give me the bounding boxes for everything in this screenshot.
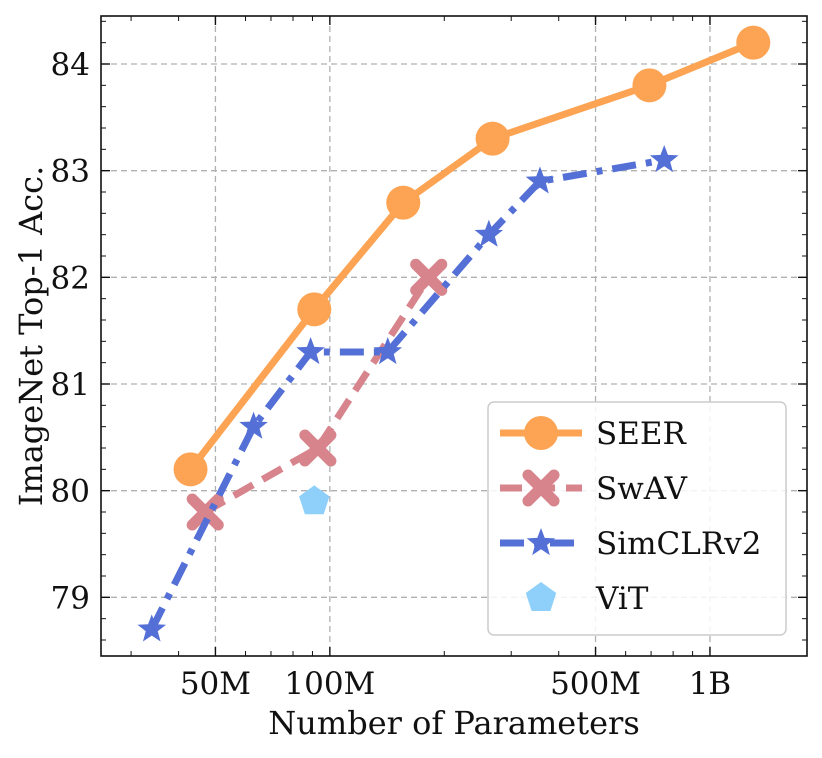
- point-swav-1: [299, 429, 337, 467]
- x-tick-label-50m: 50M: [180, 666, 251, 702]
- legend-entry-vit: ViT: [525, 581, 649, 617]
- x-tick-label-1b: 1B: [689, 666, 732, 702]
- series-seer: [173, 25, 771, 487]
- legend-marker-seer: [524, 416, 558, 450]
- legend-entry-swav: SwAV: [500, 469, 688, 507]
- y-tick-label-79: 79: [51, 580, 90, 616]
- y-tick-label-81: 81: [51, 367, 90, 403]
- plot-frame: [100, 15, 808, 657]
- point-simclrv2-4: [474, 219, 504, 247]
- legend-label-vit: ViT: [595, 581, 649, 617]
- legend-frame: [487, 401, 787, 636]
- x-tick-label-100m: 100M: [284, 666, 375, 702]
- legend-marker-swav: [522, 469, 560, 507]
- series-swav: [186, 258, 448, 531]
- point-simclrv2-1: [239, 411, 268, 439]
- point-simclrv2-0: [137, 614, 167, 642]
- point-simclrv2-6: [649, 145, 679, 173]
- legend-label-swav: SwAV: [596, 471, 688, 507]
- series-layer: [137, 25, 771, 642]
- legend-label-simclrv2: SimCLRv2: [596, 526, 761, 562]
- y-tick-label-84: 84: [51, 47, 90, 83]
- point-seer-5: [736, 25, 771, 60]
- point-seer-0: [173, 452, 208, 487]
- series-line-swav: [203, 275, 432, 516]
- point-swav-2: [410, 258, 448, 296]
- point-seer-1: [297, 292, 332, 327]
- legend-marker-simclrv2: [526, 528, 556, 556]
- legend-marker-swav-stroke-b: [522, 469, 560, 507]
- point-seer-3: [475, 121, 510, 156]
- point-seer-2: [386, 185, 421, 220]
- point-swav-0: [186, 493, 224, 531]
- ticks: 50M 100M 500M 1B 79 80 81 82 83 84: [51, 16, 807, 702]
- point-swav-1-stroke-b: [299, 429, 337, 467]
- series-line-seer: [187, 39, 755, 472]
- y-tick-label-80: 80: [51, 474, 90, 510]
- point-vit-0: [299, 485, 330, 515]
- x-axis-title: Number of Parameters: [268, 704, 639, 742]
- y-axis-title: ImageNet Top-1 Acc.: [12, 166, 50, 507]
- point-simclrv2-5: [525, 166, 555, 194]
- legend-entry-simclrv2: SimCLRv2: [500, 526, 761, 562]
- point-simclrv2-3: [373, 337, 402, 365]
- legend: SEER SwAV SimCLRv2 ViT: [487, 401, 787, 636]
- x-tick-label-500m: 500M: [550, 666, 641, 702]
- y-tick-label-83: 83: [51, 154, 90, 190]
- series-vit: [299, 485, 330, 515]
- point-swav-0-stroke-b: [186, 493, 224, 531]
- point-simclrv2-2: [296, 337, 325, 365]
- series-simclrv2: [137, 145, 679, 642]
- y-tick-label-82: 82: [51, 260, 90, 296]
- point-swav-2-stroke-b: [410, 258, 448, 296]
- legend-label-seer: SEER: [596, 416, 687, 452]
- point-seer-4: [632, 68, 667, 103]
- legend-marker-vit: [525, 582, 557, 611]
- legend-entry-seer: SEER: [500, 416, 687, 452]
